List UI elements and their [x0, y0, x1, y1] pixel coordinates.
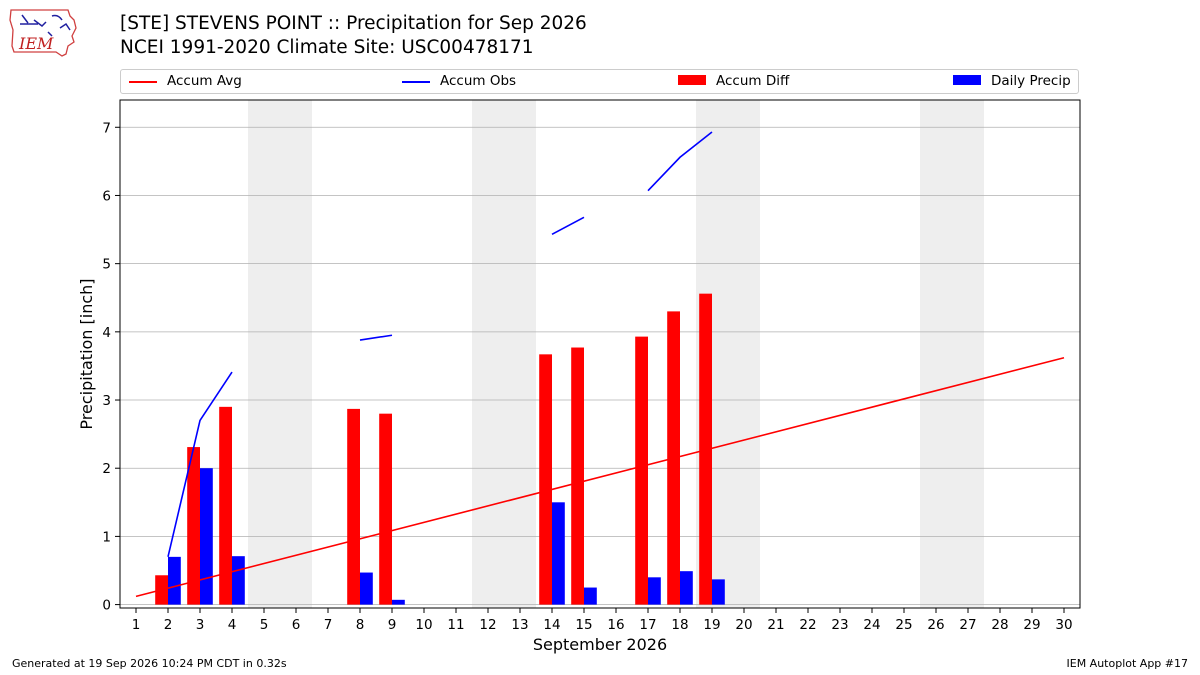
y-tick-label-5: 5 [102, 257, 111, 273]
x-tick-label-17: 17 [639, 617, 656, 633]
generated-timestamp: Generated at 19 Sep 2026 10:24 PM CDT in… [12, 657, 287, 670]
y-tick-label-3: 3 [102, 393, 111, 409]
daily-precip-bar-day-9 [392, 599, 405, 605]
weekend-band-2 [696, 100, 760, 608]
accum-diff-bar-day-3 [187, 447, 200, 605]
iem-logo: IEM [9, 9, 77, 57]
y-tick-label-6: 6 [102, 188, 111, 204]
iowa-outline-icon [9, 9, 77, 57]
daily-precip-bar-day-17 [648, 577, 661, 605]
app-credit: IEM Autoplot App #17 [1066, 657, 1189, 670]
x-tick-label-25: 25 [895, 617, 912, 633]
x-tick-label-30: 30 [1055, 617, 1072, 633]
x-tick-label-23: 23 [831, 617, 848, 633]
daily-precip-bar-day-15 [584, 587, 597, 605]
y-axis-label: Precipitation [inch] [77, 278, 96, 429]
x-tick-label-26: 26 [927, 617, 944, 633]
x-tick-label-7: 7 [324, 617, 333, 633]
accum-obs-line-segment-2 [551, 216, 585, 236]
accum-diff-bar-day-15 [571, 347, 584, 605]
x-tick-label-3: 3 [196, 617, 205, 633]
legend-swatch-accum-obs [402, 81, 430, 83]
x-tick-label-6: 6 [292, 617, 301, 633]
x-tick-label-11: 11 [447, 617, 464, 633]
x-tick-label-15: 15 [575, 617, 592, 633]
y-tick-label-2: 2 [102, 461, 111, 477]
y-tick-label-1: 1 [102, 529, 111, 545]
x-tick-label-9: 9 [388, 617, 397, 633]
x-tick-label-27: 27 [959, 617, 976, 633]
weekend-band-3 [920, 100, 984, 608]
accum-obs-line-segment-3 [647, 131, 713, 192]
legend-swatch-daily-precip [953, 75, 981, 85]
x-axis-label: September 2026 [533, 635, 667, 654]
legend-label-accum-obs: Accum Obs [440, 73, 517, 89]
weather-symbols-icon [20, 14, 71, 37]
x-tick-label-18: 18 [671, 617, 688, 633]
legend-label-daily-precip: Daily Precip [991, 73, 1071, 89]
x-tick-label-16: 16 [607, 617, 624, 633]
weekend-shading [248, 100, 984, 608]
x-tick-label-19: 19 [703, 617, 720, 633]
legend-swatch-accum-diff [678, 75, 706, 85]
x-tick-label-22: 22 [799, 617, 816, 633]
x-tick-label-28: 28 [991, 617, 1008, 633]
weekend-band-1 [472, 100, 536, 608]
y-tick-label-4: 4 [102, 325, 111, 341]
accum-diff-bar-day-4 [219, 406, 232, 605]
chart-title: [STE] STEVENS POINT :: Precipitation for… [120, 13, 587, 34]
accum-diff-bar-day-2 [155, 575, 168, 605]
daily-precip-bar-day-18 [680, 571, 693, 605]
y-tick-label-7: 7 [102, 120, 111, 136]
bars [155, 293, 725, 605]
x-tick-label-14: 14 [543, 617, 560, 633]
legend-item-accum-obs: Accum Obs [402, 73, 602, 91]
x-tick-label-4: 4 [228, 617, 237, 633]
daily-precip-bar-day-2 [168, 556, 181, 605]
series-lines [135, 131, 1065, 598]
accum-obs-line-segment-1 [359, 334, 393, 341]
x-tick-label-24: 24 [863, 617, 880, 633]
accum-diff-bar-day-17 [635, 336, 648, 605]
accum-diff-bar-day-18 [667, 311, 680, 605]
daily-precip-bar-day-14 [552, 502, 565, 605]
x-tick-label-20: 20 [735, 617, 752, 633]
daily-precip-bar-day-4 [232, 556, 245, 605]
daily-precip-bar-day-19 [712, 579, 725, 605]
daily-precip-bar-day-3 [200, 468, 213, 605]
gridlines [120, 126, 1080, 605]
legend-item-daily-precip: Daily Precip [953, 73, 1073, 91]
y-tick-label-0: 0 [102, 598, 111, 614]
accum-avg-line [135, 356, 1065, 598]
accum-obs-line-segment-0 [167, 371, 233, 558]
accum-diff-bar-day-8 [347, 408, 360, 605]
legend-item-accum-avg: Accum Avg [129, 73, 329, 91]
x-tick-label-2: 2 [164, 617, 173, 633]
x-tick-label-5: 5 [260, 617, 269, 633]
x-tick-label-21: 21 [767, 617, 784, 633]
x-tick-label-8: 8 [356, 617, 365, 633]
legend-item-accum-diff: Accum Diff [678, 73, 878, 91]
x-tick-label-29: 29 [1023, 617, 1040, 633]
x-tick-label-1: 1 [132, 617, 141, 633]
chart-subtitle: NCEI 1991-2020 Climate Site: USC00478171 [120, 37, 534, 58]
logo-text: IEM [18, 34, 54, 53]
accum-diff-bar-day-14 [539, 354, 552, 605]
x-tick-label-10: 10 [415, 617, 432, 633]
x-tick-label-12: 12 [479, 617, 496, 633]
legend-label-accum-diff: Accum Diff [716, 73, 790, 89]
x-tick-label-13: 13 [511, 617, 528, 633]
legend-label-accum-avg: Accum Avg [167, 73, 242, 89]
weekend-band-0 [248, 100, 312, 608]
daily-precip-bar-day-8 [360, 572, 373, 605]
legend: Accum Avg Accum Obs Accum Diff Daily Pre… [120, 69, 1079, 94]
plot-area-frame [119, 99, 1081, 609]
accum-diff-bar-day-19 [699, 293, 712, 605]
accum-diff-bar-day-9 [379, 413, 392, 605]
legend-swatch-accum-avg [129, 81, 157, 83]
